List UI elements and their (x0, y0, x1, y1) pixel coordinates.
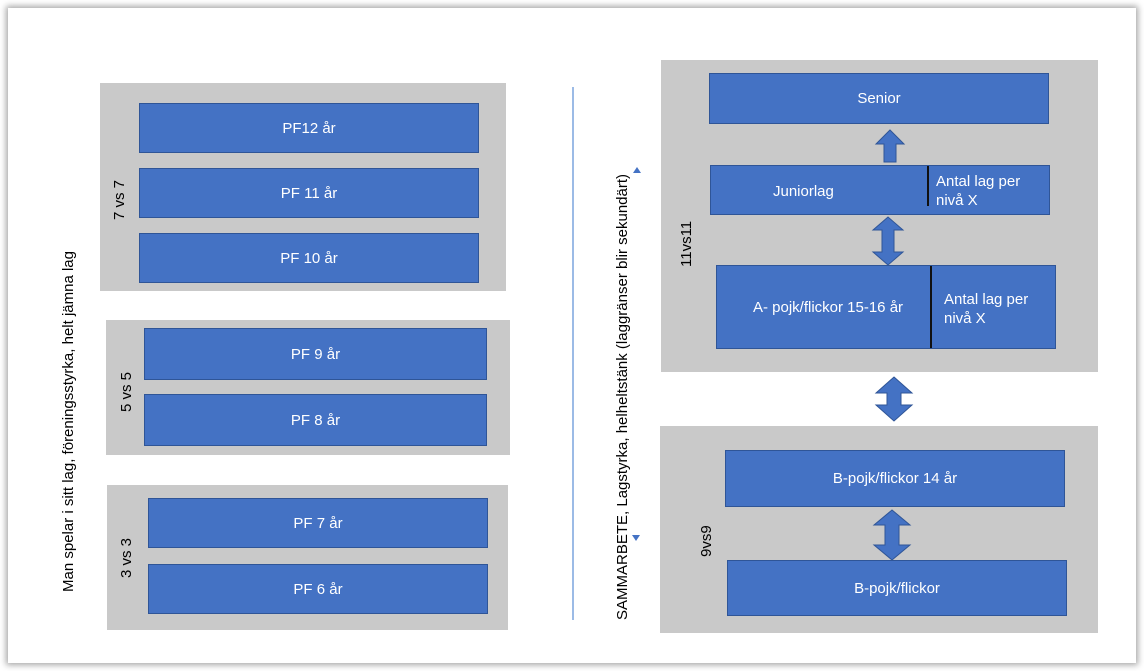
junior-separator (927, 166, 929, 206)
double-arrow-b14-b (872, 509, 912, 561)
a-team-label: A- pojk/flickor 15-16 år (752, 298, 904, 316)
team-box-pf12: PF12 år (139, 103, 479, 153)
a-team-note: Antal lag per nivå X (944, 291, 1029, 327)
team-box-a: A- pojk/flickor 15-16 år (716, 265, 1056, 349)
team-box-pf6: PF 6 år (148, 564, 488, 614)
format-label-11vs11: 11vs11 (678, 220, 695, 267)
team-box-pf10: PF 10 år (139, 233, 479, 283)
team-box-pf11: PF 11 år (139, 168, 479, 218)
format-label-7vs7: 7 vs 7 (111, 179, 128, 220)
up-arrow-junior-to-senior (874, 129, 906, 163)
left-side-label: Man spelar i sitt lag, föreningsstyrka, … (60, 251, 77, 592)
team-box-b14: B-pojk/flickor 14 år (725, 450, 1065, 507)
a-team-separator (930, 266, 932, 348)
team-box-pf9: PF 9 år (144, 328, 487, 380)
double-arrow-junior-a (871, 216, 905, 266)
team-box-junior: Juniorlag (710, 165, 1050, 215)
junior-label: Juniorlag (773, 183, 834, 200)
format-label-5vs5: 5 vs 5 (118, 371, 135, 412)
team-box-b: B-pojk/flickor (727, 560, 1067, 616)
center-vertical-line (572, 87, 641, 620)
team-box-pf8: PF 8 år (144, 394, 487, 446)
team-box-senior: Senior (709, 73, 1049, 124)
junior-note: Antal lag per nivå X (936, 173, 1021, 209)
team-box-pf7: PF 7 år (148, 498, 488, 548)
double-arrow-panels (874, 376, 914, 422)
format-label-9vs9: 9vs9 (698, 525, 715, 557)
format-label-3vs3: 3 vs 3 (118, 537, 135, 578)
